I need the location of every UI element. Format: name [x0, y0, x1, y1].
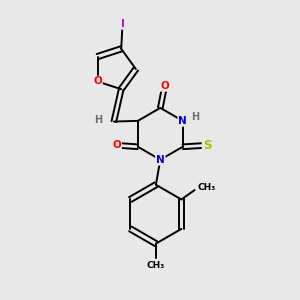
Text: CH₃: CH₃ [147, 261, 165, 270]
Text: O: O [112, 140, 121, 150]
Text: N: N [178, 116, 187, 126]
Text: O: O [93, 76, 102, 86]
Text: O: O [160, 81, 169, 91]
Text: H: H [191, 112, 199, 122]
Text: H: H [94, 115, 103, 125]
Text: I: I [121, 19, 124, 29]
Text: S: S [202, 139, 211, 152]
Text: CH₃: CH₃ [198, 183, 216, 192]
Text: N: N [156, 155, 165, 165]
